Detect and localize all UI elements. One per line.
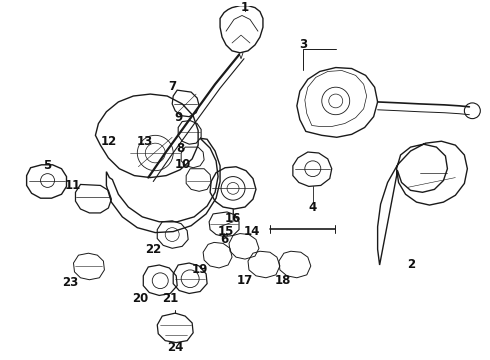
Text: 18: 18 <box>275 274 291 287</box>
Text: 8: 8 <box>176 141 184 154</box>
Text: 13: 13 <box>137 135 153 148</box>
Text: 11: 11 <box>64 179 81 192</box>
Text: 6: 6 <box>220 233 228 246</box>
Text: 3: 3 <box>299 39 307 51</box>
Text: 21: 21 <box>162 292 178 305</box>
Text: 15: 15 <box>218 225 234 238</box>
Text: 1: 1 <box>241 1 249 14</box>
Text: 5: 5 <box>44 159 51 172</box>
Text: 9: 9 <box>174 111 182 124</box>
Text: 20: 20 <box>132 292 148 305</box>
Text: 19: 19 <box>192 264 208 276</box>
Text: 10: 10 <box>175 158 191 171</box>
Text: 14: 14 <box>244 225 260 238</box>
Text: 24: 24 <box>167 341 183 354</box>
Text: 17: 17 <box>237 274 253 287</box>
Text: 23: 23 <box>62 276 78 289</box>
Text: 12: 12 <box>100 135 117 148</box>
Text: 7: 7 <box>168 80 176 93</box>
Text: 2: 2 <box>408 258 416 271</box>
Text: 16: 16 <box>225 212 241 225</box>
Text: 4: 4 <box>309 201 317 213</box>
Text: 22: 22 <box>145 243 161 256</box>
